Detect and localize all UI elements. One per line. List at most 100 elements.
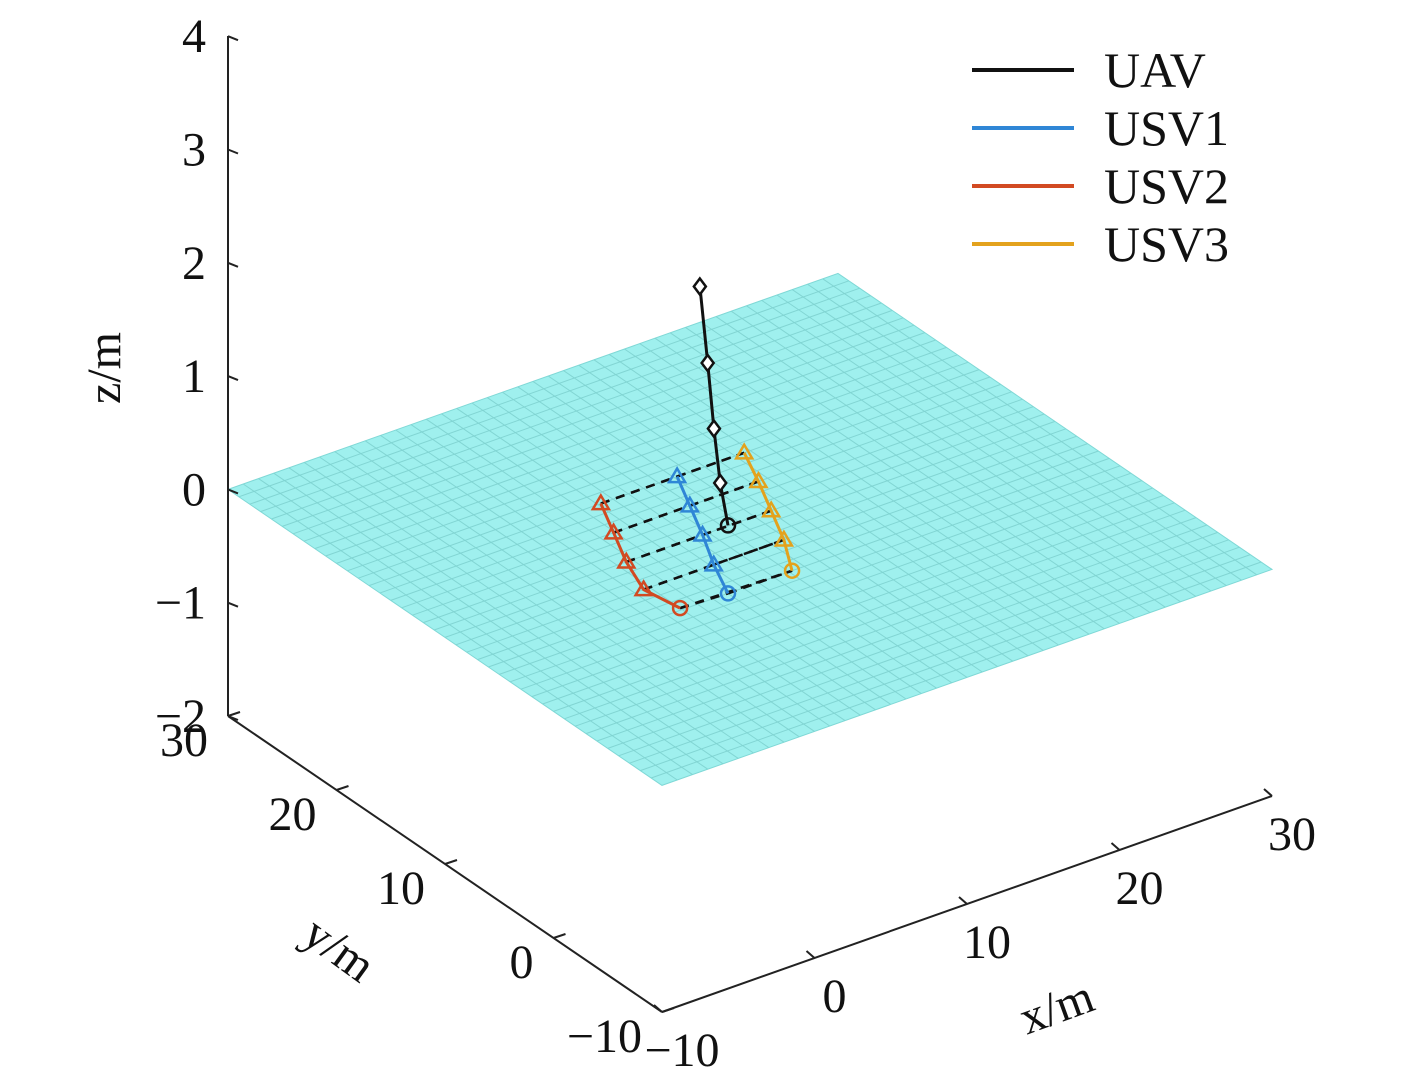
plane-grid-line [593, 359, 1029, 657]
triangle-marker [773, 529, 795, 547]
z-tick [227, 375, 239, 382]
series-usv3 [734, 442, 801, 579]
z-axis-title: z/m [78, 332, 131, 404]
x-tick [805, 950, 816, 959]
z-tick-label: 4 [182, 10, 206, 63]
z-tick [227, 35, 239, 42]
legend-label: UAV [1104, 42, 1206, 98]
plane-grid-line [669, 332, 1105, 630]
y-tick [444, 859, 458, 865]
plane-grid-line [423, 406, 1034, 624]
plane-grid-line [444, 420, 1056, 638]
z-tick-label: 2 [182, 237, 206, 290]
x-tick-label: 10 [963, 916, 1011, 969]
plane-grid-line [347, 354, 958, 572]
plane-grid-line [292, 317, 904, 535]
z-tick-label: 1 [182, 350, 206, 403]
plane-grid-line [624, 348, 1059, 646]
plane-grid-line [282, 309, 893, 527]
x-tick [1263, 788, 1273, 797]
plane-grid-line [715, 316, 1151, 614]
plane-grid-line [563, 370, 998, 668]
x-axis-title: x/m [1013, 970, 1101, 1045]
x-tick [958, 896, 968, 905]
formation-link [625, 509, 772, 564]
triangle-marker [603, 522, 624, 540]
plane-grid-line [685, 326, 1120, 624]
x-tick [1110, 842, 1121, 851]
plane-grid-line [271, 302, 882, 520]
formation-link [713, 538, 785, 566]
plane-grid-line [379, 376, 991, 594]
x-tick-label: −10 [644, 1024, 719, 1077]
y-tick [336, 785, 349, 791]
series-uav [692, 276, 737, 534]
plane-grid-line [336, 346, 947, 564]
plane-grid-line [791, 289, 1227, 587]
plane-grid-line [260, 295, 871, 513]
plane-grid-line [761, 299, 1197, 597]
formation-link [643, 538, 785, 591]
y-tick-label: −10 [567, 1010, 642, 1063]
y-axis-title: y/m [293, 906, 385, 993]
plane-grid-line [325, 339, 936, 557]
z-tick [227, 715, 239, 721]
diamond-marker [712, 472, 728, 494]
y-tick [553, 933, 566, 939]
z-tick-label: −2 [155, 690, 206, 743]
start-marker [719, 585, 737, 602]
y-tick-label: 0 [510, 936, 534, 989]
y-tick [227, 711, 241, 717]
triangle-marker [692, 524, 713, 542]
legend-label: USV3 [1104, 216, 1229, 272]
x-tick-label: 30 [1268, 808, 1316, 861]
plane-grid-line [547, 375, 983, 673]
plane-grid-line [303, 324, 915, 542]
start-marker [783, 562, 801, 579]
formation-link [679, 569, 793, 610]
plane-grid-line [654, 337, 1090, 635]
start-marker [671, 599, 689, 617]
x-tick-label: 0 [823, 970, 847, 1023]
triangle-marker [703, 554, 724, 572]
plane-grid-line [238, 280, 850, 498]
formation-links [600, 451, 793, 610]
diamond-marker [706, 418, 722, 439]
plane-grid-line [700, 321, 1136, 619]
formation-link [613, 480, 759, 534]
diamond-marker [700, 352, 716, 374]
series-usv1 [666, 466, 737, 602]
triangle-marker [616, 551, 637, 569]
triangle-marker [760, 500, 782, 518]
z-tick-label: 0 [182, 463, 206, 516]
plane-grid-line [578, 364, 1014, 662]
z-tick [227, 488, 239, 495]
z-tick [227, 148, 239, 155]
triangle-marker [734, 442, 755, 460]
plane-grid-line [807, 283, 1242, 581]
legend-label: USV1 [1104, 100, 1229, 156]
plane-grid-line [822, 278, 1258, 576]
triangle-marker [748, 470, 769, 489]
x-tick [653, 1004, 663, 1013]
triangle-marker [590, 493, 612, 511]
plane-grid-line [390, 383, 1001, 601]
start-marker [719, 517, 737, 534]
plane-grid-line [412, 398, 1023, 616]
diamond-marker [692, 276, 708, 297]
triangle-marker [666, 466, 688, 484]
z-tick [227, 601, 239, 608]
plane-grid-line [608, 353, 1044, 651]
series-usv2 [590, 493, 689, 617]
series [590, 276, 801, 617]
x-tick-label: 20 [1116, 862, 1164, 915]
plane-grid-line [639, 343, 1075, 641]
z-tick-label: −1 [155, 577, 206, 630]
z-tick-label: 3 [182, 124, 206, 177]
plane-grid-line [314, 332, 925, 550]
series-line [742, 452, 794, 572]
water-plane [226, 272, 1274, 786]
series-line [599, 502, 681, 610]
